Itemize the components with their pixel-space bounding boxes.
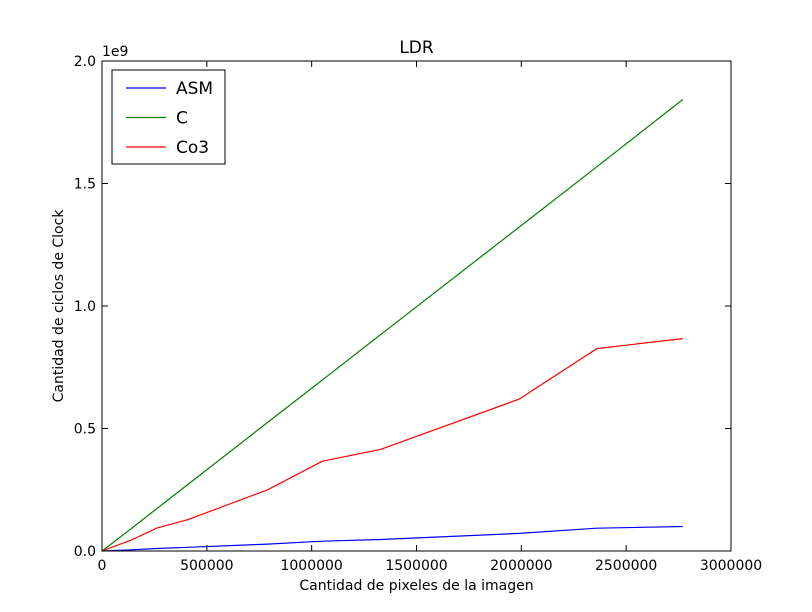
series-line-co3 xyxy=(101,338,683,552)
x-tick-label: 1000000 xyxy=(280,558,342,574)
y-axis-label: Cantidad de ciclos de Clock xyxy=(51,209,67,403)
y-tick-label: 2.0 xyxy=(74,54,96,70)
legend-label-asm: ASM xyxy=(176,79,213,99)
y-tick-label: 0.5 xyxy=(74,422,96,438)
y-axis-offset-label: 1e9 xyxy=(102,44,128,60)
x-tick-label: 2000000 xyxy=(490,558,552,574)
x-tick-label: 0 xyxy=(98,558,107,574)
series-line-c xyxy=(101,99,684,552)
y-axis-ticks: 0.0 0.5 1.0 1.5 2.0 xyxy=(74,54,731,560)
y-tick-label: 1.5 xyxy=(74,177,96,193)
x-axis-ticks: 0 500000 1000000 1500000 2000000 2500000 30000… xyxy=(98,61,762,574)
x-tick-label: 3000000 xyxy=(700,558,762,574)
chart-title: LDR xyxy=(399,38,434,58)
legend-label-c: C xyxy=(176,109,188,129)
series-line-asm xyxy=(101,525,683,552)
plot-lines xyxy=(101,99,684,552)
legend: ASM C Co3 xyxy=(111,69,226,165)
x-tick-label: 500000 xyxy=(180,558,233,574)
x-tick-label: 1500000 xyxy=(385,558,447,574)
y-tick-label: 0.0 xyxy=(74,544,96,560)
legend-label-co3: Co3 xyxy=(176,138,209,158)
x-tick-label: 2500000 xyxy=(595,558,657,574)
y-tick-label: 1.0 xyxy=(74,299,96,315)
x-axis-label: Cantidad de pixeles de la imagen xyxy=(299,578,533,594)
